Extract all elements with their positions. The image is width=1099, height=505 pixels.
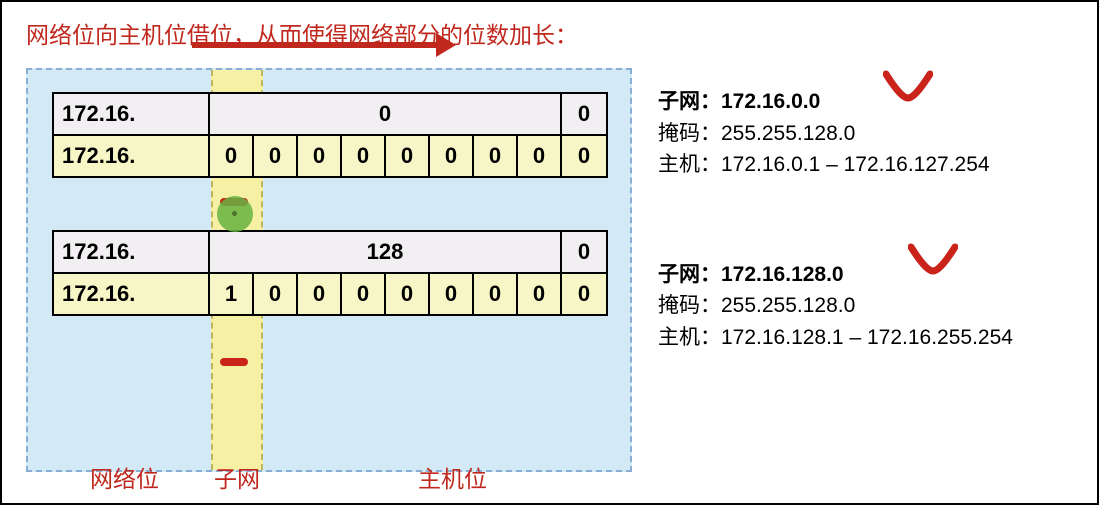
info-block-0: 子网：172.16.0.0 掩码：255.255.128.0 主机：172.16…	[658, 86, 1013, 181]
cell-bit: 0	[253, 273, 297, 315]
subnet-table-0: 172.16. 0 0 172.16. 0 0 0 0 0 0 0 0 0	[52, 92, 608, 178]
mask-line: 掩码：255.255.128.0	[658, 290, 1013, 322]
table-row: 172.16. 1 0 0 0 0 0 0 0 0	[53, 273, 607, 315]
cell-bit: 1	[209, 273, 253, 315]
cell-bit: 0	[341, 135, 385, 177]
table-row: 172.16. 0 0	[53, 93, 607, 135]
cell-prefix: 172.16.	[53, 273, 209, 315]
host-line: 主机：172.16.128.1 – 172.16.255.254	[658, 322, 1013, 354]
mask-label: 掩码：	[658, 294, 721, 317]
cell-third-octet: 128	[209, 231, 561, 273]
cell-bit: 0	[209, 135, 253, 177]
bit-underline-icon	[220, 358, 248, 366]
cell-bit: 0	[253, 135, 297, 177]
mask-label: 掩码：	[658, 122, 721, 145]
label-subnet: 子网	[214, 460, 260, 494]
cell-prefix: 172.16.	[53, 231, 209, 273]
cell-bit: 0	[385, 135, 429, 177]
cell-bit: 0	[473, 273, 517, 315]
subnet-label: 子网：	[658, 90, 721, 113]
cell-last-octet: 0	[561, 135, 607, 177]
cell-bit: 0	[517, 273, 561, 315]
cell-bit: 0	[297, 273, 341, 315]
checkmark-icon	[883, 68, 933, 102]
host-label: 主机：	[658, 326, 721, 349]
subnet-table-1: 172.16. 128 0 172.16. 1 0 0 0 0 0 0 0 0	[52, 230, 608, 316]
cell-bit: 0	[297, 135, 341, 177]
cell-last-octet: 0	[561, 93, 607, 135]
cell-bit: 0	[385, 273, 429, 315]
table-row: 172.16. 128 0	[53, 231, 607, 273]
mask-value: 255.255.128.0	[721, 122, 855, 145]
title-row: 网络位向主机位借位，从而使得网络部分的位数加长：	[26, 16, 1073, 50]
table-row: 172.16. 0 0 0 0 0 0 0 0 0	[53, 135, 607, 177]
label-network: 网络位	[90, 460, 159, 494]
cell-prefix: 172.16.	[53, 93, 209, 135]
cell-prefix: 172.16.	[53, 135, 209, 177]
cell-bit: 0	[341, 273, 385, 315]
cell-third-octet: 0	[209, 93, 561, 135]
cursor-dot-icon	[217, 196, 253, 232]
arrow-icon	[192, 42, 442, 48]
diagram-frame: 网络位向主机位借位，从而使得网络部分的位数加长： 172.16. 0 0 172…	[0, 0, 1099, 505]
host-value: 172.16.0.1 – 172.16.127.254	[721, 153, 990, 176]
host-value: 172.16.128.1 – 172.16.255.254	[721, 326, 1013, 349]
cell-last-octet: 0	[561, 273, 607, 315]
cell-bit: 0	[517, 135, 561, 177]
host-line: 主机：172.16.0.1 – 172.16.127.254	[658, 149, 1013, 181]
cell-bit: 0	[473, 135, 517, 177]
checkmark-icon	[908, 241, 958, 275]
cell-bit: 0	[429, 273, 473, 315]
subnet-line: 子网：172.16.0.0	[658, 86, 1013, 118]
subnet-label: 子网：	[658, 263, 721, 286]
mask-value: 255.255.128.0	[721, 294, 855, 317]
cell-bit: 0	[429, 135, 473, 177]
subnet-value: 172.16.0.0	[721, 90, 820, 113]
host-label: 主机：	[658, 153, 721, 176]
subnet-value: 172.16.128.0	[721, 263, 844, 286]
subnet-line: 子网：172.16.128.0	[658, 259, 1013, 291]
cell-last-octet: 0	[561, 231, 607, 273]
info-column: 子网：172.16.0.0 掩码：255.255.128.0 主机：172.16…	[658, 68, 1013, 431]
main-row: 172.16. 0 0 172.16. 0 0 0 0 0 0 0 0 0	[26, 68, 1073, 472]
diagram-panel: 172.16. 0 0 172.16. 0 0 0 0 0 0 0 0 0	[26, 68, 632, 472]
info-block-1: 子网：172.16.128.0 掩码：255.255.128.0 主机：172.…	[658, 259, 1013, 354]
mask-line: 掩码：255.255.128.0	[658, 118, 1013, 150]
label-host: 主机位	[418, 460, 487, 494]
